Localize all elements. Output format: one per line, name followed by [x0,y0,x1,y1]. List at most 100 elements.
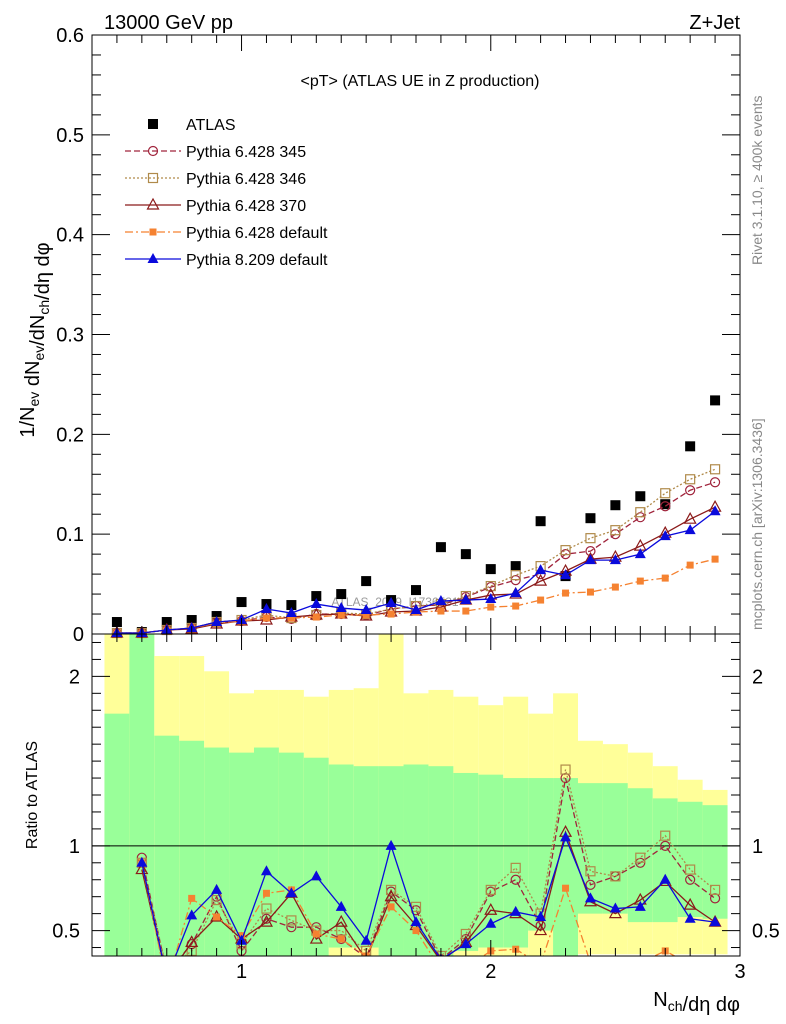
mc-point-open-square [585,866,596,877]
mc-point-square [611,583,619,591]
green-band-bin [104,713,130,956]
legend: ATLAS Pythia 6.428 345 Pythia 6.428 346 Pyt… [125,117,328,269]
mc-point-open-square [610,525,621,536]
mc-point-filled-triangle [211,883,223,894]
mc-point-filled-triangle [385,597,397,608]
mc-point-filled-triangle [335,900,347,911]
mc-point-open-square [660,488,671,499]
mc-point-open-square [709,884,721,896]
main-y-tick-label: 0.5 [56,125,84,147]
mc-point-square [287,614,295,622]
mc-point-filled-triangle [684,912,696,923]
atlas-data-point [685,441,696,452]
atlas-data-point [485,564,496,575]
series-p370 [110,499,722,638]
legend-entry-ATLAS: ATLAS [148,117,236,134]
mc-point-filled-triangle [485,593,497,604]
mc-point-filled-triangle [385,839,397,850]
mc-point-filled-triangle [260,865,272,876]
main-y-axis-label: 1/Nev dNev/dNch/dη dφ [17,242,54,437]
axes: 0 0.1 0.2 0.3 0.4 0.5 0.6 1 2 3 0.5 0.5 1 1 2 2 [52,25,780,983]
mc-point-square [512,602,520,610]
mc-point-open-circle [261,913,272,924]
mc-point-square [337,611,345,619]
legend-entry-p6def: Pythia 6.428 default [125,225,328,242]
atlas-data-point [411,585,421,596]
green-band-bin [428,766,454,956]
mc-point-filled-triangle [236,934,248,945]
atlas-data-point [435,542,446,553]
x-axis-label: Nch/dη dφ [653,989,740,1016]
green-band-bin [702,805,728,919]
mc-point-open-triangle [309,931,323,944]
mc-point-square [262,889,270,897]
mc-point-open-triangle [534,923,548,936]
ratio-y-tick-label: 2 [69,666,80,688]
mc-point-open-square [635,507,646,518]
mc-point-square [586,588,594,596]
mc-point-square [412,927,420,935]
mc-point-square [487,603,495,611]
atlas-data-point [361,576,372,587]
mc-point-square [562,589,570,597]
mc-point-open-circle [147,145,159,157]
green-band-bin [652,798,678,923]
mc-point-filled-triangle [335,602,347,613]
atlas-data-point [510,561,521,572]
mc-point-open-triangle [259,914,273,927]
mc-point-filled-triangle [360,604,372,615]
mc-point-filled-triangle [634,900,646,911]
mc-point-filled-triangle [709,916,721,927]
mc-point-open-triangle [608,906,622,919]
mc-point-open-square [510,862,521,873]
mc-point-square [387,610,395,618]
mc-point-filled-triangle [659,873,671,884]
mc-point-open-triangle [534,573,548,586]
mc-point-square [587,959,594,966]
legend-entry-p346: Pythia 6.428 346 [125,171,306,188]
mc-point-filled-triangle [211,616,223,627]
mc-point-filled-triangle [260,603,272,614]
mc-point-filled-triangle [147,253,159,263]
mc-point-open-square [485,580,496,592]
main-y-tick-label: 0 [73,624,84,646]
mc-point-filled-triangle [410,916,422,927]
main-y-tick-label: 0.4 [56,225,84,247]
mc-point-open-circle [709,477,721,488]
main-y-tick-label: 0.6 [56,25,84,47]
mc-point-open-square [385,884,397,896]
header-left: 13000 GeV pp [104,12,233,34]
atlas-data-point [148,119,158,129]
mc-point-filled-triangle [186,909,198,920]
mc-point-square [337,935,345,943]
mc-point-filled-triangle [460,594,472,605]
mc-point-square [637,959,644,966]
mc-point-filled-triangle [310,598,322,609]
green-band-bin [353,766,379,948]
mc-point-open-square [510,569,521,581]
atlas-data-point [710,395,721,406]
ratio-series-p8 [136,831,721,956]
mc-point-open-square [635,852,646,863]
mc-point-filled-triangle [285,607,297,618]
mc-point-open-square [685,474,696,485]
mc-point-filled-triangle [560,831,572,842]
main-y-tick-label: 0.2 [56,424,84,446]
header-right: Z+Jet [689,12,740,34]
atlas-data-point [161,617,172,628]
mc-point-square [188,894,196,902]
mc-point-open-square [261,903,272,914]
mc-point-filled-triangle [535,911,547,922]
mc-point-filled-triangle [609,902,621,913]
legend-label-p346: Pythia 6.428 346 [186,171,306,188]
mc-point-square [149,228,157,236]
green-band-bin [179,740,205,956]
mc-point-open-square [485,884,496,896]
mc-point-filled-triangle [634,548,646,559]
mc-point-open-square [286,915,297,926]
mc-point-open-square [610,871,621,882]
mc-point-open-triangle [439,953,443,956]
x-tick-label: 3 [734,961,745,983]
legend-label-ATLAS: ATLAS [186,117,236,134]
